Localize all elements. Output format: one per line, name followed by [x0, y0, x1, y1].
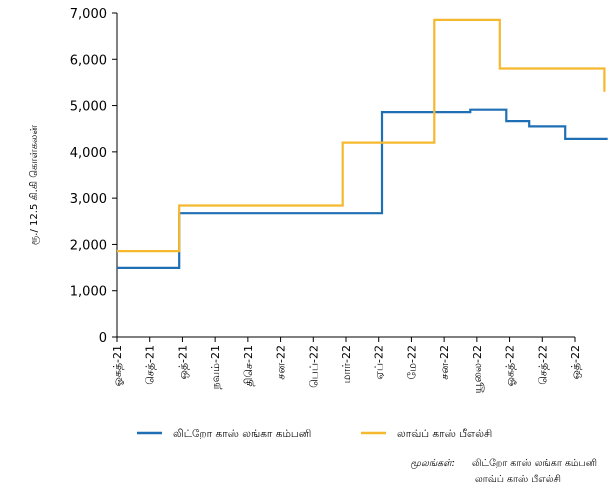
source-line-2: லாவ்ப் காஸ் பீஎல்சி — [475, 474, 561, 485]
y-tick-label: 5,000 — [70, 100, 107, 115]
y-tick-label: 0 — [99, 331, 107, 346]
legend-label-litro: லிட்றோ காஸ் லங்கா கம்பனி — [173, 428, 312, 440]
y-tick-label: 7,000 — [70, 7, 107, 22]
x-tick-label: ஒத்-21 — [176, 345, 189, 379]
x-tick-label: செத்-21 — [144, 345, 157, 385]
x-tick-label: ஒத்-22 — [569, 345, 582, 379]
x-tick-label: பெப்-22 — [307, 345, 320, 388]
x-tick-label: நவம்-21 — [209, 345, 222, 389]
x-tick-label: செத்-22 — [536, 345, 549, 385]
y-tick-label: 6,000 — [70, 53, 107, 68]
source-prefix: மூலங்கள்: — [410, 458, 455, 469]
y-tick-label: 3,000 — [70, 192, 107, 207]
x-tick-label: மார்-22 — [340, 345, 353, 383]
y-tick-label: 4,000 — [70, 146, 107, 161]
x-tick-label: ஏப்-22 — [373, 345, 386, 380]
y-axis-label: ரூ./ 12.5 கி.கி கொள்கலன் — [29, 125, 40, 245]
legend-label-laugfs: லாவ்ப் காஸ் பீஎல்சி — [397, 428, 492, 440]
y-tick-label: 2,000 — [70, 238, 107, 253]
x-tick-label: ஓகத்-22 — [504, 345, 517, 386]
source-note: மூலங்கள்: லிட்றோ காஸ் லங்கா கம்பனி லாவ்ப… — [410, 458, 597, 485]
x-tick-label: திசெ-21 — [242, 345, 255, 387]
legend: லிட்றோ காஸ் லங்கா கம்பனி லாவ்ப் காஸ் பீஎ… — [137, 428, 492, 440]
x-tick-label: யூலை-22 — [471, 345, 484, 393]
x-tick-label: ஓகத்-21 — [111, 345, 124, 386]
x-tick-label: மே-22 — [405, 345, 418, 380]
plot-area: 0 1,000 2,000 3,000 4,000 5,000 6,000 7,000 ஓகத்… — [70, 7, 608, 393]
y-tick-label: 1,000 — [70, 285, 107, 300]
x-tick-label: சன-22 — [438, 345, 451, 380]
series-line-laugfs — [117, 18, 606, 253]
x-tick-label: சன-22 — [275, 345, 288, 380]
source-line-1: லிட்றோ காஸ் லங்கா கம்பனி — [472, 458, 598, 469]
series-line-litro — [117, 108, 608, 269]
